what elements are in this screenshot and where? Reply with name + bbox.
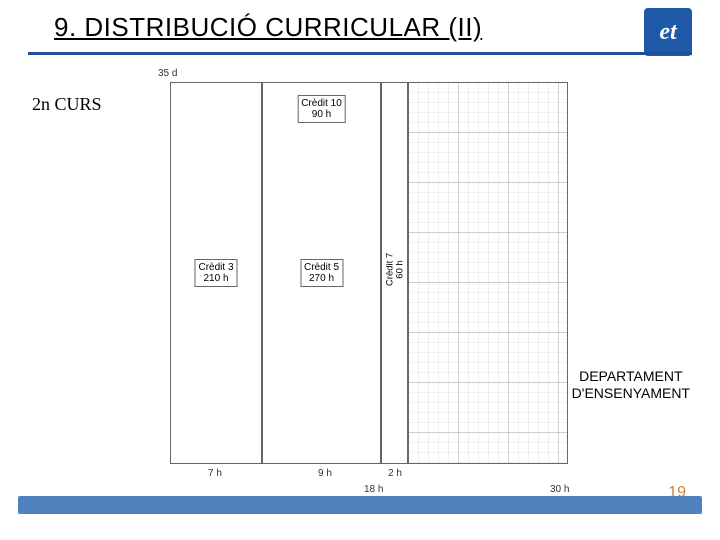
dept-line2: D'ENSENYAMENT bbox=[572, 385, 690, 401]
page-title: 9. DISTRIBUCIÓ CURRICULAR (II) bbox=[54, 12, 692, 43]
credit-10-hours: 90 h bbox=[312, 109, 331, 120]
col3-bottom-h: 2 h bbox=[388, 468, 402, 479]
credit-10-title: Crèdit 10 bbox=[301, 98, 342, 109]
curricular-diagram: 35 d Crèdit 3 210 h Crèdit 10 90 h bbox=[140, 70, 600, 500]
credit-7-label: Crèdit 7 60 h bbox=[386, 249, 407, 289]
top-axis-label: 35 d bbox=[158, 68, 177, 79]
credit-7-hours: 60 h bbox=[395, 260, 406, 279]
chart-area: Crèdit 3 210 h Crèdit 10 90 h Crèdit 5 2… bbox=[170, 82, 568, 464]
credit-3-hours: 210 h bbox=[203, 273, 228, 284]
logo: et bbox=[644, 8, 692, 56]
credit-5-title: Crèdit 5 bbox=[304, 262, 339, 273]
grid-zone bbox=[408, 82, 568, 464]
column-credit-3: Crèdit 3 210 h bbox=[170, 82, 262, 464]
column-credit-5-10: Crèdit 10 90 h Crèdit 5 270 h bbox=[262, 82, 381, 464]
credit-5-hours: 270 h bbox=[309, 273, 334, 284]
credit-10-label: Crèdit 10 90 h bbox=[297, 95, 346, 123]
logo-text: et bbox=[659, 19, 676, 46]
col1-bottom-h: 7 h bbox=[208, 468, 222, 479]
footer-bar bbox=[18, 496, 702, 514]
dept-line1: DEPARTAMENT bbox=[579, 368, 682, 384]
header-rule bbox=[28, 52, 692, 55]
credit-5-label: Crèdit 5 270 h bbox=[300, 259, 343, 287]
credit-7-title: Crèdit 7 bbox=[385, 253, 396, 286]
department-label: DEPARTAMENT D'ENSENYAMENT bbox=[572, 368, 690, 402]
footer: 19 bbox=[0, 490, 720, 522]
header: 9. DISTRIBUCIÓ CURRICULAR (II) et bbox=[54, 12, 692, 68]
column-credit-7: Crèdit 7 60 h bbox=[381, 82, 408, 464]
slide: 9. DISTRIBUCIÓ CURRICULAR (II) et 2n CUR… bbox=[0, 0, 720, 540]
credit-3-label: Crèdit 3 210 h bbox=[194, 259, 237, 287]
col2-bottom-h: 9 h bbox=[318, 468, 332, 479]
course-label: 2n CURS bbox=[32, 94, 102, 115]
credit-3-title: Crèdit 3 bbox=[198, 262, 233, 273]
grid-svg bbox=[408, 82, 568, 464]
